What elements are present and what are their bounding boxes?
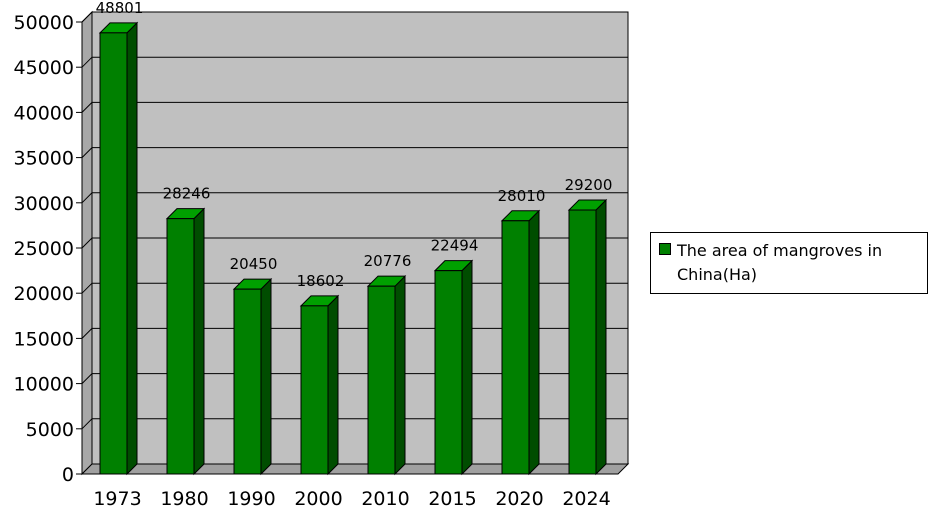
y-tick-label: 10000 [14,374,74,396]
data-label: 20776 [364,252,412,270]
bar [299,294,340,476]
plot-floor [80,463,630,475]
bar [165,207,206,476]
y-tick-label: 20000 [14,283,74,305]
bar-side [260,277,272,476]
gridline [81,101,628,113]
bar-side [595,198,607,476]
gridline [81,237,628,249]
data-label: 48801 [96,0,144,17]
bar [433,259,474,476]
x-axis-ticks: 1973 1980 1990 2000 2010 2015 2020 2024 [93,488,610,510]
y-tick-label: 35000 [14,148,74,170]
y-tick-label: 15000 [14,328,74,350]
bar [366,274,407,476]
y-tick-label: 40000 [14,102,74,124]
y-axis-ticks: 0 5000 10000 15000 20000 25000 30000 35000 40000… [14,12,83,486]
bar [567,198,608,476]
x-tick-label: 2000 [294,488,342,510]
bar-front [367,285,396,475]
bar-side [327,294,339,476]
legend-swatch [659,243,671,255]
gridline [81,11,628,23]
y-tick-label: 5000 [26,419,74,441]
bar-side [528,209,540,476]
legend-label: The area of mangroves in China(Ha) [677,241,883,284]
x-tick-label: 2015 [428,488,476,510]
x-tick-label: 2020 [495,488,543,510]
bar-front [434,270,463,475]
x-tick-label: 1980 [160,488,208,510]
plot-area [80,10,630,476]
data-label: 20450 [230,255,278,273]
bar-side [126,21,138,476]
y-tick-label: 45000 [14,57,74,79]
data-label: 28246 [163,185,211,203]
bar-side [461,259,473,476]
bar-side [193,207,205,476]
data-label: 29200 [565,176,613,194]
x-tick-label: 2024 [562,488,610,510]
data-label: 18602 [297,272,345,290]
y-tick-label: 30000 [14,193,74,215]
bar [500,209,541,476]
x-tick-label: 1973 [93,488,141,510]
bar-front [99,32,128,475]
data-labels: 48801 28246 20450 18602 20776 22494 28010 29200 [96,0,613,290]
legend: The area of mangroves in China(Ha) [650,232,928,294]
x-tick-label: 2010 [361,488,409,510]
y-tick-label: 25000 [14,238,74,260]
data-label: 28010 [498,187,546,205]
bar-front [166,218,195,475]
gridline [81,147,628,158]
y-tick-label: 0 [62,464,74,486]
bar-front [300,305,329,475]
bar-front [568,209,597,475]
bar [98,21,139,476]
y-tick-label: 50000 [14,12,74,34]
bar-side [394,274,406,476]
bar-front [501,220,530,475]
bar [232,277,273,476]
bars [98,21,608,476]
gridline [81,56,628,68]
gridline [81,192,628,204]
data-label: 22494 [431,237,479,255]
bar-front [233,288,262,475]
x-tick-label: 1990 [227,488,275,510]
